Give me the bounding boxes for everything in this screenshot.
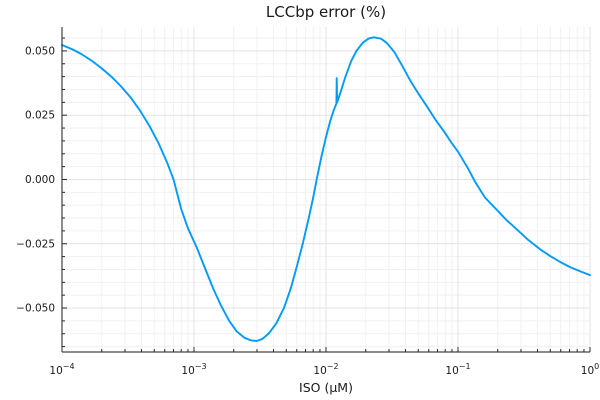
y-tick-label: 0.000	[25, 174, 55, 186]
axis-ticks	[61, 37, 591, 352]
y-tick-label: 0.025	[25, 110, 55, 122]
series-line	[61, 36, 591, 342]
y-tick-label: −0.025	[16, 238, 55, 250]
chart-title: LCCbp error (%)	[266, 3, 386, 21]
x-tick-label: 10−1	[445, 362, 470, 377]
x-tick-label: 100	[581, 362, 599, 377]
x-tick-labels: 10−4 10−3 10−2 10−1 100	[49, 362, 599, 377]
x-tick-label: 10−3	[181, 362, 206, 377]
y-tick-label: 0.050	[25, 45, 55, 57]
x-tick-label: 10−2	[313, 362, 338, 377]
gridlines-major	[61, 27, 591, 352]
y-tick-label: −0.050	[16, 303, 55, 315]
x-axis-label: ISO (μM)	[299, 380, 353, 395]
x-tick-label: 10−4	[49, 362, 74, 377]
y-tick-labels: 0.050 0.025 0.000 −0.025 −0.050	[16, 45, 55, 314]
